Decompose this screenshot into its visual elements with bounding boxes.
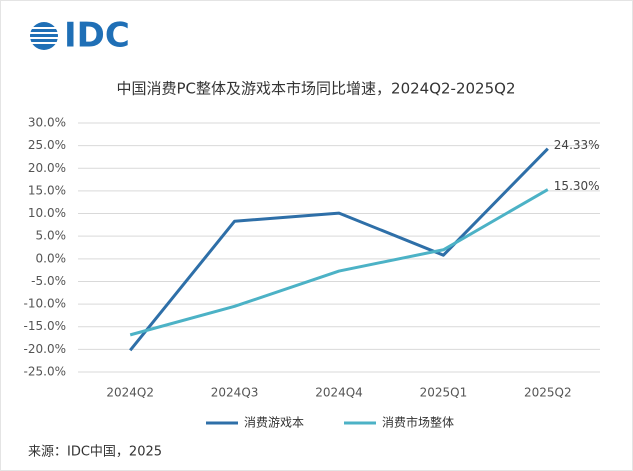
x-tick-label: 2024Q2 [106,386,154,400]
y-tick-label: 5.0% [36,229,67,243]
legend-label: 消费市场整体 [382,415,454,430]
y-tick-label: -15.0% [24,319,66,333]
y-tick-label: -25.0% [24,365,66,379]
y-tick-label: 15.0% [28,183,66,197]
y-tick-label: 10.0% [28,206,66,220]
x-tick-label: 2025Q1 [420,386,468,400]
y-tick-label: 20.0% [28,161,66,175]
series-line [129,147,549,352]
source: 来源：IDC中国，2025 [28,445,162,460]
x-tick-label: 2024Q4 [315,386,363,400]
logo-text: IDC [64,16,130,56]
y-tick-label: -5.0% [31,274,66,288]
y-tick-label: 0.0% [36,251,67,265]
chart-title: 中国消费PC整体及游戏本市场同比增速，2024Q2-2025Q2 [117,80,516,98]
logo-mark [28,22,60,50]
legend-label: 消费游戏本 [244,416,304,430]
y-tick-label: 25.0% [28,138,66,152]
data-label: 24.33% [554,138,600,152]
x-tick-label: 2025Q2 [524,386,572,400]
y-tick-label: 30.0% [28,116,66,130]
y-tick-label: -10.0% [24,297,66,311]
x-tick-label: 2024Q3 [211,386,259,400]
y-tick-label: -20.0% [24,342,66,356]
series-line [129,188,549,337]
data-label: 15.30% [554,179,600,193]
